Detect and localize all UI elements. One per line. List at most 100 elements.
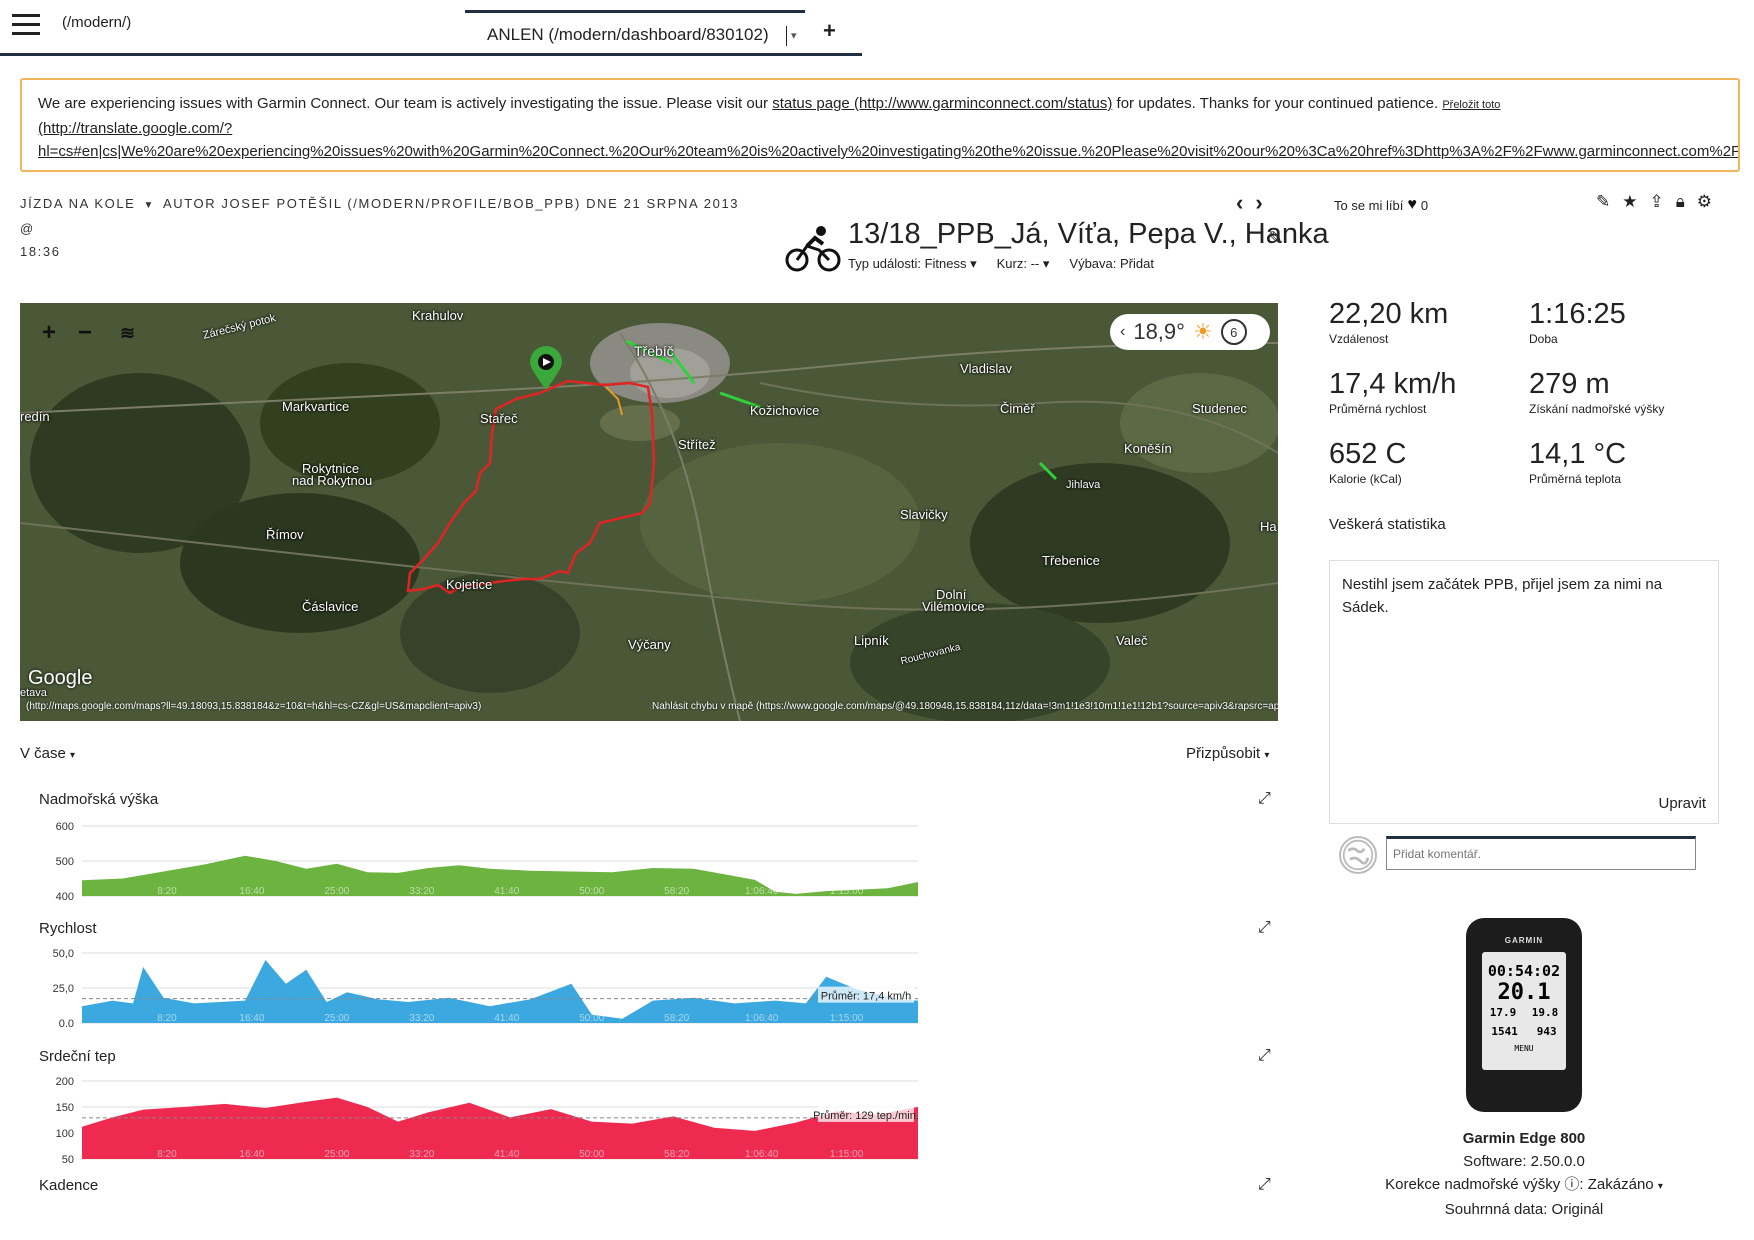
share-icon[interactable]: ⇪ [1649, 192, 1664, 211]
menu-icon[interactable] [12, 14, 40, 36]
all-stats-link[interactable]: Veškerá statistika [1329, 516, 1446, 533]
y-tick-label: 150 [56, 1102, 74, 1114]
tab-dropdown-icon[interactable]: ▾ [786, 26, 797, 46]
y-tick-label: 100 [56, 1128, 74, 1140]
cadence-chart-title: Kadence [39, 1177, 99, 1194]
time-mode-label: V čase [20, 745, 66, 762]
weather-prev-icon[interactable]: ‹ [1120, 323, 1126, 340]
map-label: Slavičky [900, 507, 948, 522]
device-info: Garmin Edge 800 Software: 2.50.0.0 Korek… [1300, 1127, 1748, 1221]
activity-type[interactable]: JÍZDA NA KOLE [20, 196, 136, 211]
elevation-chart-title: Nadmořská výška [39, 791, 159, 808]
heart-icon[interactable]: ♥ [1407, 196, 1417, 213]
google-logo: Google [28, 667, 93, 689]
next-activity-icon[interactable]: › [1255, 190, 1275, 215]
edit-icon[interactable]: ✎ [1596, 192, 1611, 211]
fit-select[interactable]: Přizpůsobit ▾ [1186, 745, 1270, 762]
device-screen-elev: 1541 [1491, 1025, 1518, 1038]
map-label: Římov [266, 527, 304, 542]
previous-activity-icon[interactable]: ‹ [1236, 190, 1256, 215]
map-label: Výčany [628, 637, 671, 652]
gear-icon[interactable]: ⚙ [1696, 192, 1713, 211]
translate-url-line1[interactable]: (http://translate.google.com/? [38, 120, 233, 137]
edit-notes-button[interactable]: Upravit [1658, 795, 1706, 812]
stat-value: 17,4 km/h [1329, 368, 1457, 400]
speed-chart: 0,0 25,0 50,0 Průměr: 17,4 km/h 8:20 16:40 25:… [53, 948, 918, 1027]
satellite-terrain [20, 303, 1278, 721]
map-report-link[interactable]: Nahlásit chybu v mapě (https://www.googl… [652, 701, 1278, 712]
stat-label: Průměrná rychlost [1329, 402, 1427, 416]
stat-distance: 22,20 km Vzdálenost [1329, 298, 1448, 346]
device-brand: GARMIN [1504, 936, 1544, 945]
star-icon[interactable]: ★ [1622, 192, 1638, 211]
author-line: AUTOR JOSEF POTĚŠIL (/MODERN/PROFILE/BOB… [20, 196, 740, 236]
map-label: Kožichovice [750, 403, 820, 418]
elev-correction-select[interactable]: Zakázáno ▾ [1587, 1176, 1663, 1193]
zoom-in-button[interactable]: + [42, 319, 57, 346]
expand-cadence-icon[interactable]: ⤢ [1258, 1176, 1271, 1193]
expand-elevation-icon[interactable]: ⤢ [1258, 790, 1271, 807]
like-row: To se mi líbí ♥ 0 [1334, 196, 1428, 214]
device-software: Software: 2.50.0.0 [1463, 1153, 1585, 1170]
x-tick-label: 8:20 [157, 886, 177, 897]
translate-url-line2[interactable]: hl=cs#en|cs|We%20are%20experiencing%20is… [38, 143, 1740, 160]
comment-input[interactable] [1386, 836, 1696, 870]
expand-speed-icon[interactable]: ⤢ [1258, 919, 1271, 936]
elev-correction-value: Zakázáno [1587, 1176, 1654, 1193]
translate-link[interactable]: Přeložit toto [1442, 99, 1501, 111]
x-tick-label: 1:06:40 [745, 1149, 779, 1160]
status-page-link[interactable]: status page (http://www.garminconnect.co… [772, 95, 1113, 112]
map-label: Stařeč [480, 411, 518, 426]
elevation-chart: 400 500 600 8:20 16:40 25:00 33:20 41:40 50:00 58… [56, 821, 918, 900]
x-tick-label: 16:40 [239, 1149, 264, 1160]
start-marker-icon[interactable] [528, 345, 564, 391]
add-tab-button[interactable]: + [823, 18, 836, 43]
map-label: Valeč [1116, 633, 1148, 648]
course-select[interactable]: Kurz: -- ▾ [996, 256, 1050, 271]
device-screen-dist: 17.9 [1489, 1006, 1517, 1019]
map-label: Lipník [854, 633, 889, 648]
edit-title-icon[interactable]: ✎ [1268, 228, 1284, 248]
y-tick-label: 600 [56, 821, 74, 833]
stat-label: Doba [1529, 332, 1558, 346]
device-screen-speed: 20.1 [1497, 980, 1551, 1005]
activity-type-dropdown-icon[interactable]: ▼ [143, 200, 155, 211]
activity-map[interactable]: + − ≋ ‹ 18,9° ☀ 6 Krahulov Třebíč Vladis… [20, 303, 1278, 721]
gear-link[interactable]: Výbava: Přidat [1069, 256, 1154, 271]
summary-data: Souhrnná data: Originál [1444, 1201, 1604, 1218]
x-tick-label: 33:20 [409, 886, 434, 897]
lock-icon[interactable]: 🔒︎ [1675, 192, 1685, 211]
stat-label: Vzdálenost [1329, 332, 1389, 346]
fit-label: Přizpůsobit [1186, 745, 1261, 762]
map-label: Vladislav [960, 361, 1013, 376]
activity-tools: ✎ ★ ⇪ 🔒︎ ⚙ [1596, 192, 1712, 212]
device-screen-avg: 19.8 [1531, 1006, 1559, 1019]
expand-hr-icon[interactable]: ⤢ [1258, 1047, 1271, 1064]
issue-banner: We are experiencing issues with Garmin C… [20, 78, 1740, 172]
help-icon[interactable]: ⓘ [1564, 1176, 1580, 1193]
weather-widget[interactable]: ‹ 18,9° ☀ 6 [1110, 314, 1270, 350]
like-count: 0 [1420, 197, 1429, 213]
time-mode-select[interactable]: V čase ▾ [20, 745, 76, 762]
stat-value: 1:16:25 [1529, 298, 1626, 330]
stat-duration: 1:16:25 Doba [1529, 298, 1626, 346]
layers-icon[interactable]: ≋ [120, 323, 136, 343]
zoom-out-button[interactable]: − [78, 319, 93, 346]
speed-area [82, 960, 918, 1023]
course-label: Kurz: -- [996, 256, 1040, 271]
average-label: Průměr: 129 tep./min. [813, 1110, 919, 1122]
x-tick-label: 1:06:40 [745, 1013, 779, 1024]
x-tick-label: 58:20 [664, 1013, 689, 1024]
banner-text: We are experiencing issues with Garmin C… [38, 95, 773, 112]
event-type-select[interactable]: Typ události: Fitness ▾ [848, 256, 977, 271]
sun-icon: ☀ [1192, 319, 1213, 344]
x-tick-label: 25:00 [324, 1149, 349, 1160]
map-attribution-link[interactable]: (http://maps.google.com/maps?ll=49.18093… [26, 701, 482, 712]
tab-dashboard[interactable]: ANLEN (/modern/dashboard/830102) [465, 10, 805, 56]
map-label: Krahulov [412, 308, 464, 323]
y-tick-label: 0,0 [59, 1018, 74, 1027]
notes-text: Nestihl jsem začátek PPB, přijel jsem za… [1342, 576, 1663, 616]
average-label: Průměr: 17,4 km/h [821, 991, 911, 1003]
map-label: Koněšín [1124, 441, 1172, 456]
home-link[interactable]: (/modern/) [62, 14, 132, 31]
